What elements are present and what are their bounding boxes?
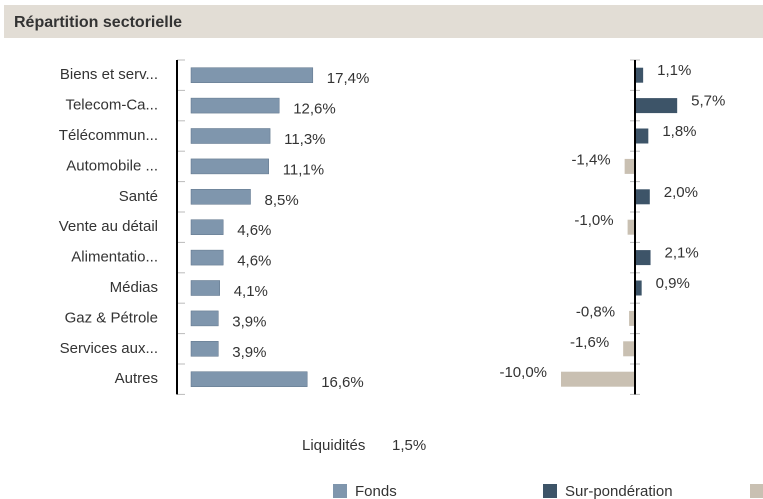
bar — [627, 219, 635, 235]
value-label: -1,6% — [570, 334, 609, 351]
value-label: 11,1% — [283, 161, 324, 178]
cash-label: Liquidités — [302, 437, 365, 454]
bar — [190, 67, 314, 83]
header-band — [4, 5, 763, 38]
bar — [635, 250, 651, 266]
bar — [190, 249, 224, 266]
category-label: Automobile ... — [66, 157, 158, 174]
value-label: -0,8% — [576, 303, 615, 320]
category-label: Services aux... — [60, 340, 158, 357]
value-label: 11,3% — [284, 131, 325, 148]
bar — [635, 67, 644, 83]
value-label: 5,7% — [691, 93, 725, 110]
category-label: Telecom-Ca... — [65, 97, 158, 114]
bar — [629, 310, 635, 326]
category-label: Gaz & Pétrole — [65, 309, 158, 326]
legend-label: Fonds — [355, 483, 397, 499]
bar — [190, 371, 308, 387]
bar — [190, 280, 220, 296]
legend-label: Sur-pondération — [565, 483, 673, 499]
value-label: 4,6% — [237, 253, 271, 270]
value-label: 3,9% — [232, 313, 266, 330]
legend-swatch — [750, 484, 763, 498]
category-label: Vente au détail — [59, 218, 158, 235]
value-label: -10,0% — [499, 364, 547, 381]
bar — [190, 189, 251, 205]
value-label: 0,9% — [656, 275, 690, 292]
bar — [624, 158, 635, 174]
bar — [190, 158, 269, 175]
bar — [635, 189, 650, 205]
category-label: Médias — [110, 279, 158, 296]
bar — [190, 219, 224, 235]
bar — [623, 341, 635, 357]
category-label: Santé — [119, 188, 158, 205]
cash-value: 1,5% — [392, 437, 426, 454]
value-label: 8,5% — [265, 192, 299, 209]
value-label: 12,6% — [293, 101, 336, 118]
bar — [635, 280, 642, 296]
bar — [635, 98, 678, 114]
bar — [190, 97, 280, 114]
legend-swatch — [543, 484, 557, 498]
value-label: 2,1% — [665, 245, 699, 262]
value-label: 4,1% — [234, 283, 268, 300]
bar — [190, 128, 271, 144]
bar — [190, 310, 219, 327]
value-label: 3,9% — [232, 344, 266, 361]
legend-swatch — [333, 484, 347, 498]
value-label: 4,6% — [237, 222, 271, 239]
value-label: -1,0% — [574, 212, 613, 229]
value-label: -1,4% — [571, 151, 610, 168]
bar — [561, 371, 635, 387]
value-label: 16,6% — [321, 374, 364, 391]
category-label: Alimentatio... — [71, 249, 158, 266]
bar — [190, 341, 219, 357]
value-label: 1,8% — [662, 123, 696, 140]
chart-title: Répartition sectorielle — [14, 14, 182, 31]
bar — [635, 128, 649, 144]
category-label: Biens et serv... — [60, 66, 158, 83]
value-label: 2,0% — [664, 184, 698, 201]
category-label: Autres — [115, 370, 158, 387]
value-label: 17,4% — [327, 70, 370, 87]
category-label: Télécommun... — [59, 127, 158, 144]
value-label: 1,1% — [657, 62, 691, 79]
